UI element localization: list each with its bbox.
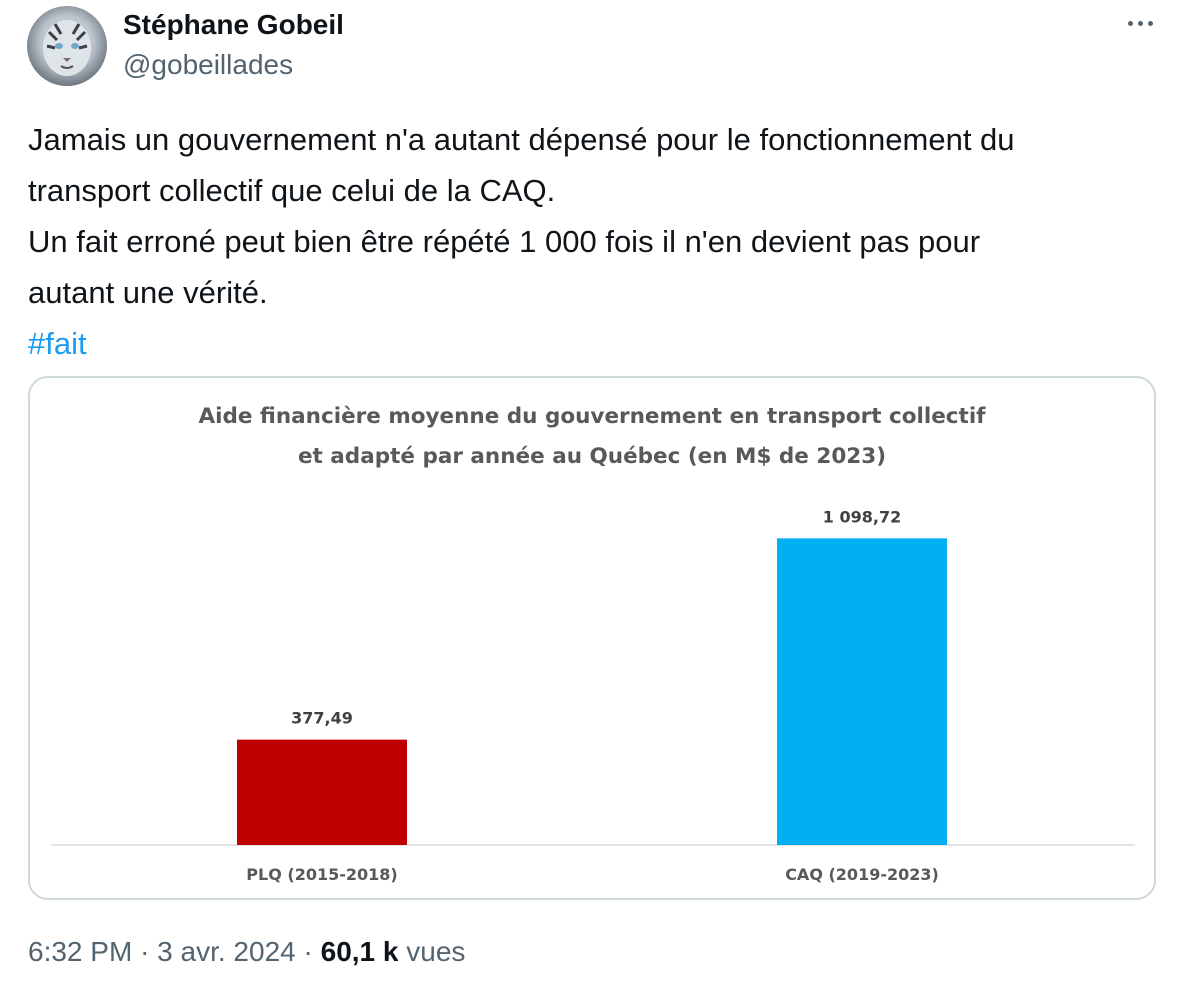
more-dot <box>1137 20 1143 26</box>
more-horizontal-icon <box>1127 20 1133 26</box>
chart-title-line-2: et adapté par année au Québec (en M$ de … <box>298 444 886 469</box>
data-label-2: 1 098,72 <box>823 507 901 526</box>
bar-chart: Aide financière moyenne du gouvernement … <box>51 404 1135 884</box>
tweet-line: transport collectif que celui de la CAQ. <box>28 173 556 208</box>
tweet-footer: 6:32 PM · 3 avr. 2024 · 60,1 k vues <box>28 934 465 970</box>
data-label-1: 377,49 <box>291 709 353 728</box>
category-label-1: PLQ (2015-2018) <box>246 865 397 884</box>
hashtag-link[interactable]: #fait <box>28 326 87 361</box>
views-label: vues <box>406 936 466 967</box>
tiger-avatar-icon <box>43 20 91 76</box>
more-options-button[interactable] <box>1122 8 1158 38</box>
tweet-media-card[interactable]: Aide financière moyenne du gouvernement … <box>28 376 1156 900</box>
bar-1 <box>237 739 407 845</box>
views-count: 60,1 k <box>320 936 399 967</box>
tweet-text: Jamais un gouvernement n'a autant dépens… <box>28 114 1163 369</box>
footer-separator-2: · <box>303 936 313 967</box>
more-dot <box>1147 20 1153 26</box>
tweet-line: autant une vérité. <box>28 275 268 310</box>
bar-2 <box>777 538 947 845</box>
author-name[interactable]: Stéphane Gobeil <box>123 9 344 40</box>
author-handle[interactable]: @gobeillades <box>123 49 294 80</box>
category-label-2: CAQ (2019-2023) <box>785 865 939 884</box>
tweet-line: Jamais un gouvernement n'a autant dépens… <box>28 122 1015 157</box>
author-avatar[interactable] <box>27 6 107 86</box>
tweet-line: Un fait erroné peut bien être répété 1 0… <box>28 224 981 259</box>
tweet-time[interactable]: 6:32 PM <box>28 936 133 967</box>
chart-title-line-1: Aide financière moyenne du gouvernement … <box>198 404 986 429</box>
tweet-date[interactable]: 3 avr. 2024 <box>157 936 296 967</box>
footer-separator: · <box>140 936 150 967</box>
